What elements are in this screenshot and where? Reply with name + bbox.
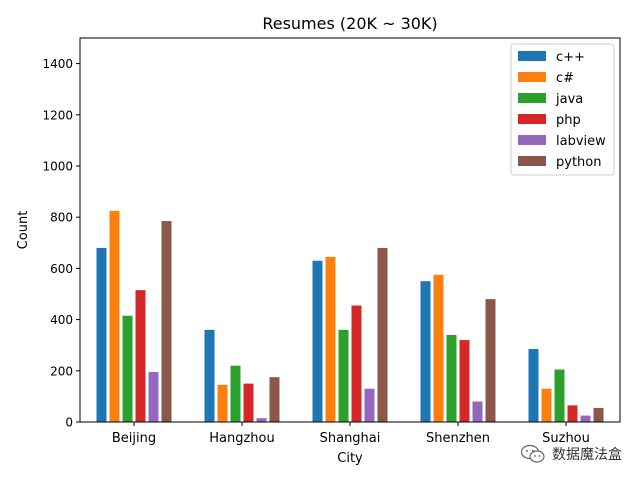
bars (96, 210, 604, 422)
bar-java-suzhou (554, 369, 565, 422)
legend-label-python: python (556, 155, 601, 170)
bar-java-shanghai (338, 329, 349, 422)
x-tick-label: Shanghai (320, 431, 381, 446)
legend-swatch-c++ (518, 51, 546, 61)
bar-labview-beijing (148, 372, 159, 422)
y-tick-label: 1200 (42, 108, 73, 122)
bar-c++-suzhou (528, 349, 539, 422)
bar-java-shenzhen (446, 334, 457, 422)
bar-python-suzhou (593, 407, 604, 422)
bar-c#-suzhou (541, 388, 552, 422)
y-tick-label: 600 (50, 262, 73, 276)
x-tick-label: Hangzhou (209, 431, 275, 446)
bar-python-hangzhou (269, 377, 280, 422)
x-axis: Beijing Hangzhou Shanghai Shenzhen Suzhou (112, 422, 590, 446)
y-axis-label: Count (16, 211, 31, 250)
bar-php-shanghai (351, 305, 362, 422)
legend-label-java: java (555, 92, 583, 107)
bar-php-hangzhou (243, 383, 254, 422)
bar-php-shenzhen (459, 340, 470, 422)
chart-title: Resumes (20K ~ 30K) (262, 14, 437, 33)
bar-python-beijing (161, 221, 172, 422)
y-tick-label: 800 (50, 211, 73, 225)
plot-frame (79, 37, 621, 423)
y-tick-label: 1000 (42, 160, 73, 174)
x-tick-label: Suzhou (542, 431, 590, 446)
bar-labview-suzhou (580, 415, 591, 422)
legend-swatch-labview (518, 135, 546, 145)
legend-label-labview: labview (556, 134, 606, 149)
x-tick-label: Shenzhen (426, 431, 490, 446)
bar-python-shenzhen (485, 299, 496, 422)
bar-python-shanghai (377, 247, 388, 422)
y-tick-label: 400 (50, 313, 73, 327)
bar-labview-shanghai (364, 388, 375, 422)
legend-swatch-c# (518, 72, 546, 82)
legend-swatch-java (518, 93, 546, 103)
legend-swatch-python (518, 156, 546, 166)
legend-label-c#: c# (556, 71, 574, 86)
bar-c#-shanghai (325, 256, 336, 422)
bar-java-hangzhou (230, 365, 241, 422)
bar-php-beijing (135, 290, 146, 422)
x-tick-label: Beijing (112, 431, 156, 446)
wechat-icon (520, 444, 545, 463)
watermark: 数据魔法盒 (520, 444, 622, 464)
watermark-text: 数据魔法盒 (552, 447, 622, 463)
bar-c++-shenzhen (420, 281, 431, 422)
y-axis: 0 200 400 600 800 1000 1200 1400 (42, 57, 80, 430)
y-tick-label: 0 (65, 416, 73, 430)
bar-c++-hangzhou (204, 329, 215, 422)
y-tick-label: 200 (50, 364, 73, 378)
x-axis-label: City (337, 451, 363, 466)
bar-c#-hangzhou (217, 384, 228, 422)
y-tick-label: 1400 (42, 57, 73, 71)
bar-labview-hangzhou (256, 418, 267, 422)
legend-swatch-php (518, 114, 546, 124)
bar-labview-shenzhen (472, 401, 483, 422)
legend-label-c++: c++ (556, 50, 585, 65)
bar-c++-shanghai (312, 260, 323, 422)
bar-java-beijing (122, 315, 133, 422)
bar-c#-shenzhen (433, 274, 444, 422)
legend: c++ c# java php labview python (510, 43, 615, 176)
bar-c++-beijing (96, 247, 107, 422)
bar-c#-beijing (109, 210, 120, 422)
legend-label-php: php (556, 113, 581, 128)
bar-php-suzhou (567, 405, 578, 422)
